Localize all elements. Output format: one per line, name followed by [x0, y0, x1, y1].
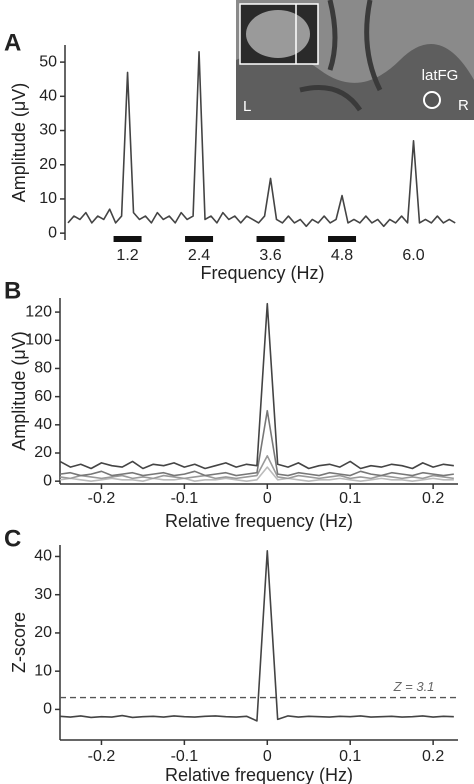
x-tick-label: 0.2	[422, 748, 444, 765]
inset-sulci	[299, 0, 383, 112]
roi-marker	[423, 91, 441, 109]
y-tick-label: 30	[39, 122, 57, 139]
x-axis-title: Relative frequency (Hz)	[165, 511, 353, 531]
y-tick-label: 100	[25, 331, 52, 348]
panel-label: B	[4, 277, 21, 304]
stimulus-bar	[185, 236, 214, 242]
left-label: L	[243, 98, 251, 115]
x-tick-label: -0.2	[88, 490, 116, 507]
data-line	[59, 302, 454, 470]
x-tick-label: 2.4	[188, 247, 210, 264]
x-tick-label: 6.0	[402, 247, 424, 264]
data-line	[67, 51, 456, 228]
data-line	[59, 466, 454, 482]
y-tick-label: 30	[34, 586, 52, 603]
y-axis-title: Amplitude (μV)	[9, 83, 29, 202]
threshold-label: Z = 3.1	[393, 679, 435, 694]
x-tick-label: -0.1	[171, 748, 199, 765]
y-tick-label: 10	[39, 190, 57, 207]
y-tick-label: 40	[39, 88, 57, 105]
panel-label: A	[4, 29, 21, 56]
y-tick-label: 80	[34, 360, 52, 377]
mri-inset: latFG L R	[236, 0, 474, 120]
stimulus-bar	[256, 236, 285, 242]
y-tick-label: 120	[25, 303, 52, 320]
y-tick-label: 0	[48, 224, 57, 241]
x-tick-label: 0.1	[339, 490, 361, 507]
y-axis-title: Z-score	[9, 612, 29, 673]
y-tick-label: 20	[34, 444, 52, 461]
x-tick-label: -0.1	[171, 490, 199, 507]
x-tick-label: 3.6	[259, 247, 281, 264]
y-tick-label: 20	[39, 156, 57, 173]
y-axis-title: Amplitude (μV)	[9, 331, 29, 450]
x-tick-label: 0	[263, 748, 272, 765]
data-line	[59, 409, 454, 477]
x-tick-label: 4.8	[331, 247, 353, 264]
stimulus-bar	[113, 236, 142, 242]
y-tick-label: 20	[34, 624, 52, 641]
stimulus-bar	[328, 236, 357, 242]
x-tick-label: 0.2	[422, 490, 444, 507]
y-tick-label: 40	[34, 416, 52, 433]
y-tick-label: 0	[43, 472, 52, 489]
y-tick-label: 40	[34, 548, 52, 565]
y-tick-label: 0	[43, 701, 52, 718]
x-axis-title: Frequency (Hz)	[200, 263, 324, 283]
x-tick-label: 0	[263, 490, 272, 507]
panel-label: C	[4, 525, 21, 552]
x-tick-label: 1.2	[116, 247, 138, 264]
sagittal-brain	[246, 10, 310, 58]
x-tick-label: -0.2	[88, 748, 116, 765]
y-tick-label: 50	[39, 53, 57, 70]
y-tick-label: 10	[34, 662, 52, 679]
roi-label: latFG	[422, 67, 459, 84]
data-line	[59, 549, 454, 722]
x-tick-label: 0.1	[339, 748, 361, 765]
right-label: R	[458, 97, 469, 114]
data-line	[59, 455, 454, 480]
x-axis-title: Relative frequency (Hz)	[165, 765, 353, 784]
y-tick-label: 60	[34, 388, 52, 405]
